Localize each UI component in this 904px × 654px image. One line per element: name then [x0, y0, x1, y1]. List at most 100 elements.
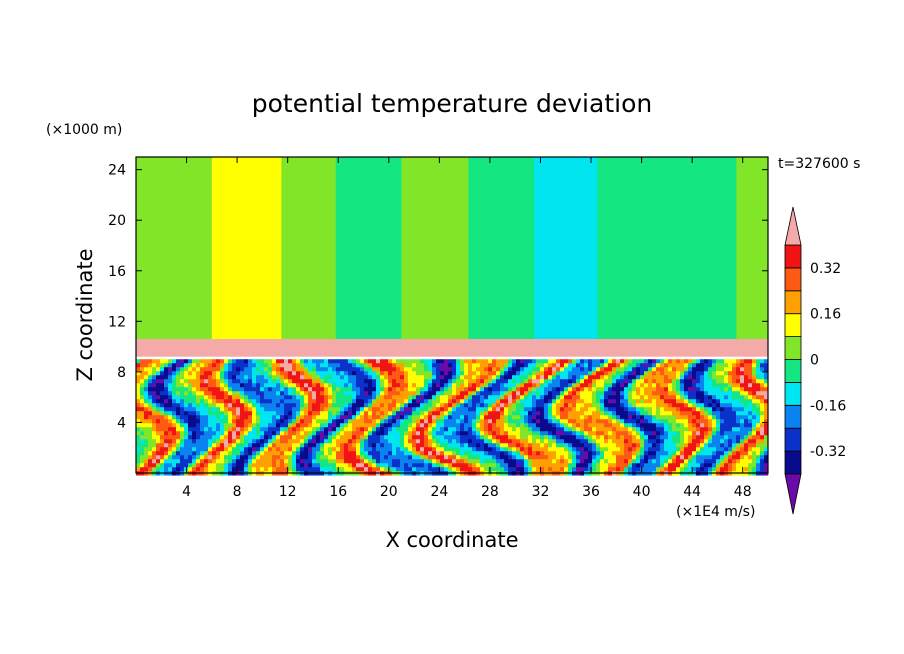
turbulence-cell [244, 387, 249, 392]
turbulence-cell [328, 439, 333, 444]
turbulence-cell [660, 403, 665, 408]
turbulence-cell [516, 367, 521, 372]
turbulence-cell [728, 431, 733, 436]
turbulence-cell [748, 419, 753, 424]
x-tick-label: 32 [532, 484, 550, 500]
turbulence-cell [540, 415, 545, 420]
turbulence-cell [576, 463, 581, 468]
turbulence-cell [160, 391, 165, 396]
turbulence-cell [580, 435, 585, 440]
turbulence-cell [696, 427, 701, 432]
turbulence-cell [576, 435, 581, 440]
turbulence-cell [296, 383, 301, 388]
turbulence-cell [224, 431, 229, 436]
turbulence-cell [384, 403, 389, 408]
turbulence-cell [196, 367, 201, 372]
turbulence-cell [544, 427, 549, 432]
turbulence-cell [276, 371, 281, 376]
turbulence-cell [492, 359, 497, 364]
turbulence-cell [668, 439, 673, 444]
turbulence-cell [228, 403, 233, 408]
turbulence-cell [264, 443, 269, 448]
turbulence-cell [556, 431, 561, 436]
turbulence-cell [252, 395, 257, 400]
turbulence-cell [416, 455, 421, 460]
turbulence-cell [200, 447, 205, 452]
turbulence-cell [156, 431, 161, 436]
turbulence-cell [320, 455, 325, 460]
turbulence-cell [368, 467, 373, 472]
turbulence-cell [372, 435, 377, 440]
turbulence-cell [272, 399, 277, 404]
turbulence-cell [384, 371, 389, 376]
turbulence-cell [684, 443, 689, 448]
turbulence-cell [608, 403, 613, 408]
turbulence-cell [544, 367, 549, 372]
turbulence-cell [340, 387, 345, 392]
turbulence-cell [680, 391, 685, 396]
turbulence-cell [428, 439, 433, 444]
turbulence-cell [464, 411, 469, 416]
turbulence-cell [760, 391, 765, 396]
turbulence-cell [600, 391, 605, 396]
turbulence-cell [148, 447, 153, 452]
turbulence-cell [208, 403, 213, 408]
turbulence-cell [324, 419, 329, 424]
turbulence-cell [508, 447, 513, 452]
turbulence-cell [460, 455, 465, 460]
turbulence-cell [600, 431, 605, 436]
turbulence-cell [524, 463, 529, 468]
turbulence-cell [376, 395, 381, 400]
turbulence-cell [424, 375, 429, 380]
turbulence-cell [608, 371, 613, 376]
turbulence-cell [696, 431, 701, 436]
turbulence-cell [356, 451, 361, 456]
turbulence-cell [760, 419, 765, 424]
turbulence-cell [312, 399, 317, 404]
turbulence-cell [452, 419, 457, 424]
turbulence-cell [308, 459, 313, 464]
turbulence-cell [484, 435, 489, 440]
turbulence-cell [240, 427, 245, 432]
turbulence-cell [264, 411, 269, 416]
turbulence-cell [668, 427, 673, 432]
turbulence-cell [584, 391, 589, 396]
turbulence-cell [288, 371, 293, 376]
turbulence-cell [212, 439, 217, 444]
turbulence-cell [440, 431, 445, 436]
turbulence-cell [404, 439, 409, 444]
turbulence-cell [736, 395, 741, 400]
turbulence-cell [404, 463, 409, 468]
turbulence-cell [680, 439, 685, 444]
x-tick-label: 20 [380, 484, 398, 500]
turbulence-cell [424, 411, 429, 416]
turbulence-cell [520, 399, 525, 404]
turbulence-cell [756, 435, 761, 440]
turbulence-cell [476, 383, 481, 388]
turbulence-cell [268, 467, 273, 472]
turbulence-cell [184, 399, 189, 404]
turbulence-cell [452, 415, 457, 420]
x-tick-label: 8 [233, 484, 242, 500]
turbulence-cell [152, 383, 157, 388]
turbulence-cell [584, 407, 589, 412]
turbulence-cell [288, 391, 293, 396]
turbulence-cell [500, 359, 505, 364]
turbulence-cell [264, 391, 269, 396]
turbulence-cell [604, 423, 609, 428]
turbulence-cell [312, 363, 317, 368]
turbulence-cell [380, 423, 385, 428]
turbulence-cell [700, 463, 705, 468]
turbulence-cell [320, 459, 325, 464]
turbulence-cell [276, 395, 281, 400]
turbulence-cell [284, 363, 289, 368]
turbulence-cell [420, 383, 425, 388]
turbulence-cell [560, 371, 565, 376]
turbulence-cell [564, 447, 569, 452]
turbulence-cell [272, 447, 277, 452]
turbulence-cell [424, 403, 429, 408]
turbulence-cell [720, 403, 725, 408]
turbulence-cell [232, 451, 237, 456]
turbulence-cell [716, 467, 721, 472]
turbulence-cell [172, 403, 177, 408]
